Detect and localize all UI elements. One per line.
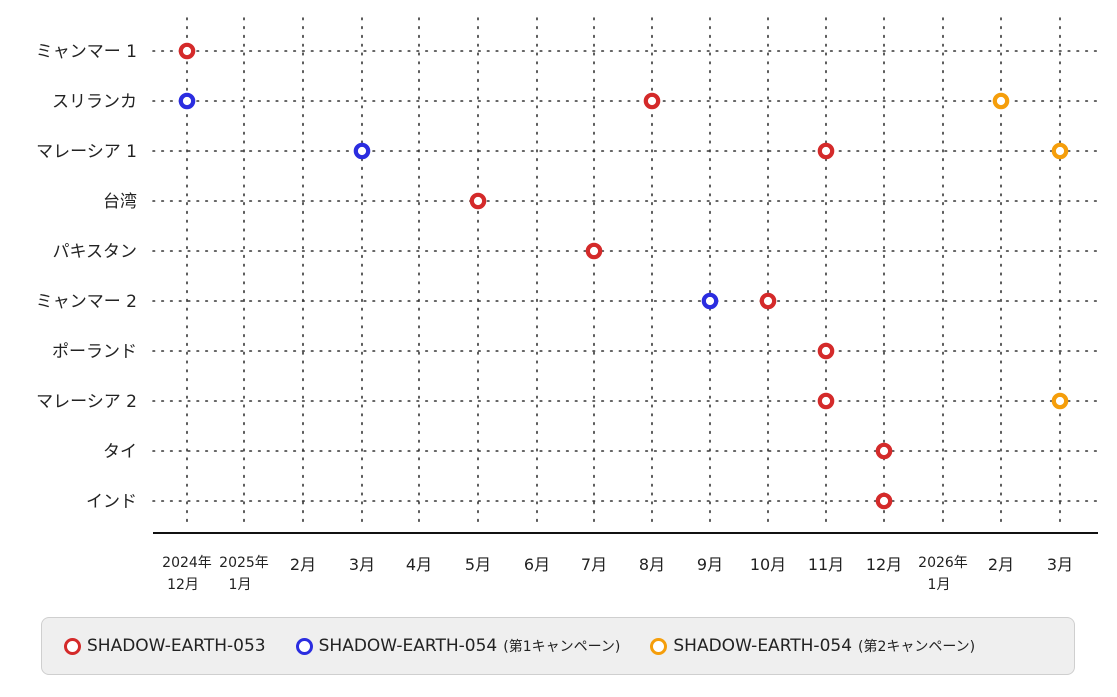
data-point <box>585 242 603 260</box>
legend-item-053: SHADOW-EARTH-053 <box>64 636 266 656</box>
legend-label: SHADOW-EARTH-053 <box>87 636 266 656</box>
data-point <box>759 292 777 310</box>
y-tick-label: ミャンマー 2 <box>36 292 137 312</box>
y-tick-label: タイ <box>103 442 137 462</box>
data-point <box>701 292 719 310</box>
y-tick-label: インド <box>86 492 137 512</box>
x-tick-label-month: 12月 <box>167 577 199 593</box>
data-point <box>178 92 196 110</box>
legend-marker-red-icon <box>64 637 81 655</box>
y-tick-label: スリランカ <box>52 92 137 112</box>
data-point <box>353 142 371 160</box>
x-axis-labels: 2024年 12月 2025年 1月 2月 3月 4月 5月 6月 7月 8月 9月 10月 11月 12月… <box>162 555 1073 593</box>
data-points <box>178 42 1069 510</box>
x-tick-label: 2月 <box>290 555 316 574</box>
data-point <box>1051 142 1069 160</box>
x-tick-label: 9月 <box>697 555 723 574</box>
data-point <box>817 142 835 160</box>
legend-note: (第1キャンペーン) <box>503 639 621 655</box>
legend-marker-blue-icon <box>295 637 313 655</box>
x-tick-label: 12月 <box>866 555 902 574</box>
y-tick-label: 台湾 <box>103 192 137 212</box>
data-point <box>1051 392 1069 410</box>
data-point <box>875 442 893 460</box>
x-tick-label-year: 2024年 <box>162 555 212 571</box>
x-tick-label-month: 1月 <box>229 577 252 593</box>
x-tick-label: 3月 <box>1047 555 1073 574</box>
x-tick-label-month: 1月 <box>928 577 951 593</box>
x-tick-label: 3月 <box>349 555 375 574</box>
data-point <box>469 192 487 210</box>
grid-lines <box>152 17 1099 526</box>
legend-note: (第2キャンペーン) <box>858 639 976 655</box>
legend-marker-orange-icon <box>650 637 668 655</box>
y-tick-label: ミャンマー 1 <box>36 42 137 62</box>
data-point <box>875 492 893 510</box>
x-tick-label: 8月 <box>639 555 665 574</box>
x-tick-label: 4月 <box>406 555 432 574</box>
x-tick-label-year: 2025年 <box>219 555 269 571</box>
x-tick-label: 11月 <box>808 555 844 574</box>
x-tick-label: 7月 <box>581 555 607 574</box>
data-point <box>178 42 196 60</box>
x-tick-label: 10月 <box>750 555 786 574</box>
x-tick-label-year: 2026年 <box>918 555 968 571</box>
x-tick-label: 6月 <box>524 555 550 574</box>
data-point <box>992 92 1010 110</box>
data-point <box>817 342 835 360</box>
y-tick-label: ポーランド <box>52 342 137 362</box>
legend: SHADOW-EARTH-053 SHADOW-EARTH-054 (第1キャン… <box>41 617 1075 675</box>
y-tick-label: マレーシア 1 <box>36 142 137 162</box>
legend-label: SHADOW-EARTH-054 <box>318 636 498 656</box>
y-tick-label: マレーシア 2 <box>36 392 137 412</box>
data-point <box>817 392 835 410</box>
legend-label: SHADOW-EARTH-054 <box>673 636 853 656</box>
legend-item-054-first: SHADOW-EARTH-054 (第1キャンペーン) <box>295 636 621 656</box>
y-tick-label: パキスタン <box>53 242 138 262</box>
legend-item-054-second: SHADOW-EARTH-054 (第2キャンペーン) <box>650 636 975 656</box>
data-point <box>643 92 661 110</box>
x-tick-label: 5月 <box>465 555 491 574</box>
x-tick-label: 2月 <box>988 555 1014 574</box>
